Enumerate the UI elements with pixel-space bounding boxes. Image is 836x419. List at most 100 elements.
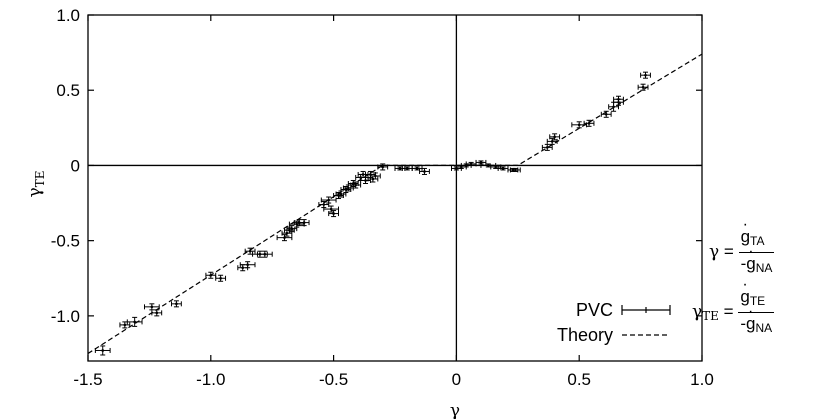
pvc-marker [347,186,350,190]
formula-gamma-te: γTE = gTE -gNA [692,274,775,339]
pvc-point [640,71,651,79]
pvc-marker [351,182,355,185]
pvc-point [465,161,477,167]
pvc-point [256,250,273,258]
legend-label-pvc: PVC [576,300,613,320]
pvc-point [320,196,337,204]
pvc-marker [545,146,549,149]
pvc-point [298,219,310,227]
pvc-marker [501,167,505,170]
pvc-point [549,133,561,141]
pvc-point [360,176,371,184]
y-axis-title-main: γ [25,187,45,197]
pvc-point [205,271,217,279]
pvc-point [239,261,256,269]
pvc-marker [617,97,620,101]
y-axis-title: γTE [25,171,47,198]
pvc-marker [494,165,497,169]
pvc-marker [329,207,333,211]
pvc-marker [123,323,127,327]
pvc-point [546,137,558,145]
formula-gamma-te-fraction: gTE -gNA [738,274,775,339]
pvc-point [411,165,423,171]
formula-gamma-te-eq: = [723,301,734,321]
pvc-marker [339,192,343,196]
pvc-point [541,143,553,151]
pvc-marker [295,222,299,226]
pvc-marker [479,161,483,164]
pvc-marker [133,320,136,324]
formula-gamma-lhs: γ [709,241,720,262]
pvc-point [613,95,624,103]
pvc-marker [553,135,556,139]
pvc-marker [246,263,249,267]
pvc-marker [150,305,154,309]
pvc-marker [381,165,385,169]
pvc-marker [644,73,647,77]
legend-item-pvc: PVC [576,300,671,320]
pvc-point [323,205,340,213]
pvc-marker [612,105,615,109]
pvc-marker [288,228,291,232]
y-tick-label: 0 [71,156,80,175]
pvc-marker [398,167,402,170]
pvc-point [340,185,352,194]
formula-gamma-te-denominator: -gNA [738,301,774,339]
pvc-point [276,234,293,242]
pvc-point [286,225,298,233]
pvc-marker [487,164,490,167]
pvc-point [583,119,595,127]
y-tick-label: -1.0 [51,307,80,326]
pvc-point [215,274,227,282]
pvc-marker [337,194,340,197]
x-tick-label: -1.5 [73,370,102,389]
x-tick-label: 0.5 [567,370,591,389]
pvc-marker [219,276,222,280]
pvc-point [119,321,131,329]
pvc-point [637,83,649,91]
x-axis-title: γ [450,401,460,419]
pvc-marker [248,249,252,253]
pvc-marker [604,112,608,116]
pvc-marker [550,140,554,143]
pvc-marker [415,167,419,170]
pvc-point [350,181,362,189]
legend-item-theory: Theory [557,325,670,345]
pvc-marker [101,349,105,352]
pvc-marker [354,183,358,187]
pvc-marker [405,167,409,170]
formula-gamma-fraction: gTA -gNA [738,214,775,279]
pvc-marker [155,311,159,315]
pvc-marker [241,266,245,270]
x-tick-label: -0.5 [319,370,348,389]
pvc-point [244,247,256,255]
pvc-point [419,167,430,175]
y-tick-label: -0.5 [51,232,80,251]
pvc-point [94,345,111,356]
tick-marks [87,14,703,361]
pvc-point [377,163,389,171]
pvc-marker [283,236,286,239]
pvc-marker [364,179,367,182]
pvc-point [328,210,340,218]
pvc-marker [514,168,517,172]
pvc-marker [577,123,581,127]
pvc-point [151,309,163,317]
x-tick-label: -1.0 [196,370,225,389]
pvc-point [171,300,182,308]
legend-label-theory: Theory [557,325,613,345]
pvc-marker [175,302,178,306]
pvc-marker [332,212,335,215]
y-tick-label: 0.5 [56,81,80,100]
theory-series [88,53,702,355]
formula-gamma: γ = gTA -gNA [709,214,775,279]
pvc-marker [209,273,213,277]
formula-gamma-te-lhs: γTE [692,301,719,323]
pvc-marker [587,122,591,125]
pvc-point [143,303,160,311]
tick-labels: -1.5 -1.0 -0.5 0 0.5 1.0 1.0 0.5 0 -0.5 -1.0 [51,6,714,389]
pvc-marker [423,170,426,173]
y-axis-title-sub: TE [33,171,47,188]
pvc-point [126,316,143,327]
